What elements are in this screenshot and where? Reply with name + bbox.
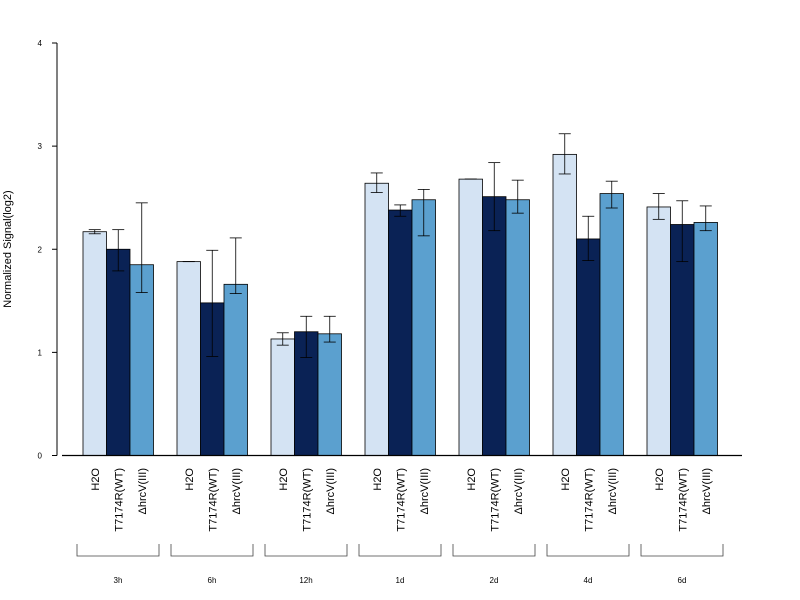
group-label: 12h bbox=[299, 576, 312, 585]
group-label: 6d bbox=[678, 576, 687, 585]
bar-label: ΔhrcV(III) bbox=[231, 468, 243, 514]
bar bbox=[82, 231, 107, 456]
bar bbox=[576, 238, 601, 456]
bar-label: ΔhrcV(III) bbox=[137, 468, 149, 514]
group-bracket bbox=[76, 544, 160, 557]
bar bbox=[599, 193, 624, 456]
bar-label: T7174R(WT) bbox=[113, 468, 125, 532]
bar bbox=[411, 199, 436, 456]
group-bracket bbox=[170, 544, 254, 557]
bar-label: ΔhrcV(III) bbox=[419, 468, 431, 514]
bar-label: H2O bbox=[184, 468, 196, 491]
bar bbox=[364, 182, 389, 456]
bar-label: H2O bbox=[90, 468, 102, 491]
bars-layer bbox=[82, 153, 718, 456]
bar-label: H2O bbox=[466, 468, 478, 491]
bar bbox=[482, 196, 507, 456]
bar-label: H2O bbox=[560, 468, 572, 491]
bar-label: H2O bbox=[278, 468, 290, 491]
bar-label: T7174R(WT) bbox=[677, 468, 689, 532]
group-label: 1d bbox=[396, 576, 405, 585]
group-bracket bbox=[358, 544, 442, 557]
bar bbox=[646, 206, 671, 456]
bar bbox=[317, 333, 342, 456]
y-tick-label: 1 bbox=[38, 348, 43, 357]
bar-label: ΔhrcV(III) bbox=[325, 468, 337, 514]
bar bbox=[388, 209, 413, 456]
group-label: 3h bbox=[114, 576, 123, 585]
y-axis-label: Normalized Signal(log2) bbox=[2, 190, 14, 307]
bar-label: T7174R(WT) bbox=[301, 468, 313, 532]
group-label: 6h bbox=[208, 576, 217, 585]
bar-label: T7174R(WT) bbox=[583, 468, 595, 532]
y-tick-label: 0 bbox=[38, 452, 43, 461]
bar bbox=[223, 283, 248, 456]
bar bbox=[505, 199, 530, 456]
bar-label: T7174R(WT) bbox=[395, 468, 407, 532]
bar bbox=[129, 264, 154, 456]
bar-label: ΔhrcV(III) bbox=[607, 468, 619, 514]
group-bracket bbox=[546, 544, 630, 557]
y-axis: 0 1 2 3 4 bbox=[38, 39, 58, 461]
bar bbox=[458, 178, 483, 456]
y-tick-label: 3 bbox=[38, 142, 43, 151]
error-bars-layer bbox=[88, 133, 712, 358]
bar bbox=[552, 153, 577, 456]
bar-label: T7174R(WT) bbox=[207, 468, 219, 532]
group-brackets-layer: 3h 6h 12h 1d 2d 4d 6d bbox=[76, 544, 724, 585]
x-labels-layer: H2O T7174R(WT) ΔhrcV(III) H2O T7174R(WT) Δhrc… bbox=[90, 468, 713, 532]
bar bbox=[270, 338, 295, 456]
group-label: 2d bbox=[490, 576, 499, 585]
bar bbox=[693, 222, 718, 456]
group-bracket bbox=[264, 544, 348, 557]
bar-label: ΔhrcV(III) bbox=[513, 468, 525, 514]
y-tick-label: 2 bbox=[38, 245, 43, 254]
bar-label: H2O bbox=[654, 468, 666, 491]
group-bracket bbox=[452, 544, 536, 557]
y-tick-label: 4 bbox=[38, 39, 43, 48]
bar bbox=[176, 261, 201, 456]
group-label: 4d bbox=[584, 576, 593, 585]
bar-label: H2O bbox=[372, 468, 384, 491]
group-bracket bbox=[640, 544, 724, 557]
bar bbox=[106, 248, 131, 456]
bar-label: ΔhrcV(III) bbox=[701, 468, 713, 514]
bar-label: T7174R(WT) bbox=[489, 468, 501, 532]
